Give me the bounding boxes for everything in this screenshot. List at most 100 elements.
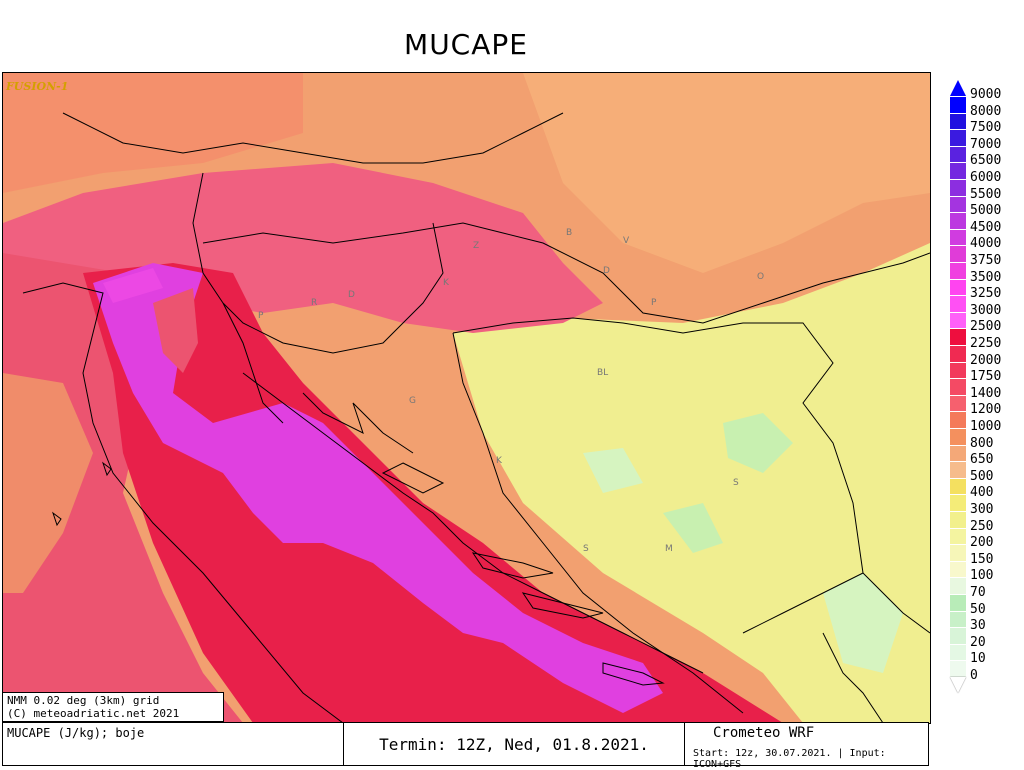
city-label: D: [603, 266, 610, 276]
sea-magenta-core: [93, 263, 663, 713]
legend-label: 7000: [970, 136, 1002, 152]
land-east-yellow: [453, 243, 930, 723]
model-grid-label: NMM 0.02 deg (3km) grid: [7, 694, 160, 707]
copyright-label: (C) meteoadriatic.net 2021: [7, 707, 180, 720]
legend-swatch: [950, 411, 966, 428]
footer-bar: MUCAPE (J/kg); boje Termin: 12Z, Ned, 01…: [2, 722, 929, 770]
legend-swatch: [950, 129, 966, 146]
city-label: G: [409, 396, 416, 406]
legend-row: 7000: [946, 138, 1024, 163]
legend-label: 20: [970, 634, 986, 650]
mucape-map: Z B K V O D P R P BL K S M S D G: [2, 72, 931, 724]
legend-row: 500: [946, 470, 1024, 495]
valid-time: Termin: 12Z, Ned, 01.8.2021.: [343, 723, 685, 765]
city-label: V: [623, 236, 630, 246]
map-canvas: Z B K V O D P R P BL K S M S D G: [3, 73, 930, 723]
legend-swatch: [950, 444, 966, 462]
legend-arrow-up: [950, 80, 966, 96]
legend-label: 200: [970, 535, 994, 551]
legend-row: 150: [946, 553, 1024, 578]
legend-row: 800: [946, 437, 1024, 462]
legend-label: 8000: [970, 103, 1002, 119]
legend-label: 4500: [970, 219, 1002, 235]
sea-magenta-spot: [103, 268, 163, 303]
city-label: O: [757, 272, 764, 282]
legend-swatch: [950, 295, 966, 312]
legend-row: 30: [946, 619, 1024, 644]
legend-row: 7500: [946, 121, 1024, 146]
legend-label: 0: [970, 668, 978, 683]
city-label: S: [733, 478, 739, 488]
legend-swatch: [950, 494, 966, 511]
land-green-4: [823, 573, 903, 673]
legend-row: 2000: [946, 354, 1024, 379]
legend-label: 1400: [970, 385, 1002, 401]
land-ne-orange: [523, 73, 930, 273]
legend-label: 2250: [970, 336, 1002, 351]
legend-row: 1750: [946, 370, 1024, 395]
legend-row: 1400: [946, 387, 1024, 412]
legend-row: 4500: [946, 221, 1024, 246]
city-label: BL: [597, 368, 608, 378]
legend-row: 70: [946, 586, 1024, 611]
legend-row: 2500: [946, 320, 1024, 345]
legend-row: 0: [946, 669, 1024, 694]
legend-row: 8000: [946, 105, 1024, 130]
legend-label: 3500: [970, 269, 1002, 285]
legend-swatch: [950, 610, 966, 628]
legend-swatch: [950, 162, 966, 179]
legend-swatch: [950, 643, 966, 661]
legend-label: 300: [970, 502, 994, 517]
legend-swatch: [950, 660, 966, 677]
legend-row: 2250: [946, 337, 1024, 362]
legend-swatch: [950, 477, 966, 495]
legend-swatch: [950, 511, 966, 528]
legend-row: 4000: [946, 237, 1024, 262]
land-green-1: [723, 413, 793, 473]
legend-label: 400: [970, 485, 994, 501]
city-label: Z: [473, 241, 479, 251]
land-green-2: [583, 448, 643, 493]
land-north-pink: [3, 163, 603, 333]
legend-row: 6500: [946, 154, 1024, 179]
legend-row: 1200: [946, 403, 1024, 428]
parameter-label: MUCAPE (J/kg); boje: [7, 726, 145, 740]
legend-row: 300: [946, 503, 1024, 528]
run-info: Start: 12z, 30.07.2021. | Input: ICON+GF…: [693, 748, 886, 770]
legend-swatch: [950, 245, 966, 262]
land-italy-orange: [3, 373, 93, 593]
legend-row: 1000: [946, 420, 1024, 445]
model-info-box: NMM 0.02 deg (3km) grid (C) meteoadriati…: [2, 692, 224, 722]
legend-swatch: [950, 627, 966, 644]
legend-label: 250: [970, 518, 994, 534]
borders: [22, 112, 930, 723]
legend-swatch: [950, 560, 966, 578]
legend-swatch: [950, 195, 966, 213]
legend-label: 500: [970, 468, 994, 484]
city-label: B: [566, 228, 572, 238]
legend-row: 100: [946, 569, 1024, 594]
legend-label: 1750: [970, 369, 1002, 385]
legend-label: 10: [970, 651, 986, 667]
city-label: K: [496, 456, 503, 466]
legend-row: 200: [946, 536, 1024, 561]
land-italy-pink: [3, 253, 243, 723]
legend-row: 650: [946, 453, 1024, 478]
city-label: K: [443, 278, 450, 288]
city-label: M: [665, 544, 673, 554]
legend-swatch: [950, 461, 966, 478]
legend-row: 400: [946, 486, 1024, 511]
city-labels: Z B K V O D P R P BL K S M S D G: [258, 228, 764, 554]
legend-row: 9000: [946, 88, 1024, 113]
city-label: P: [651, 298, 657, 308]
legend-row: 6000: [946, 171, 1024, 196]
legend-label: 50: [970, 601, 986, 617]
legend-label: 2000: [970, 352, 1002, 368]
legend-swatch: [950, 345, 966, 362]
legend-label: 4000: [970, 236, 1002, 252]
sea-inner-pink: [153, 288, 198, 373]
legend-label: 650: [970, 452, 994, 468]
legend-swatch: [950, 262, 966, 279]
legend-label: 6000: [970, 170, 1002, 185]
legend-row: 3250: [946, 287, 1024, 312]
